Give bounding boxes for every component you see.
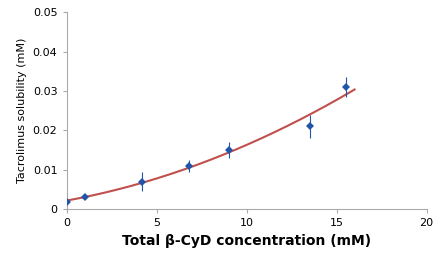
- Y-axis label: Tacrolimus solubility (mM): Tacrolimus solubility (mM): [17, 38, 27, 183]
- X-axis label: Total β-CyD concentration (mM): Total β-CyD concentration (mM): [122, 234, 371, 248]
